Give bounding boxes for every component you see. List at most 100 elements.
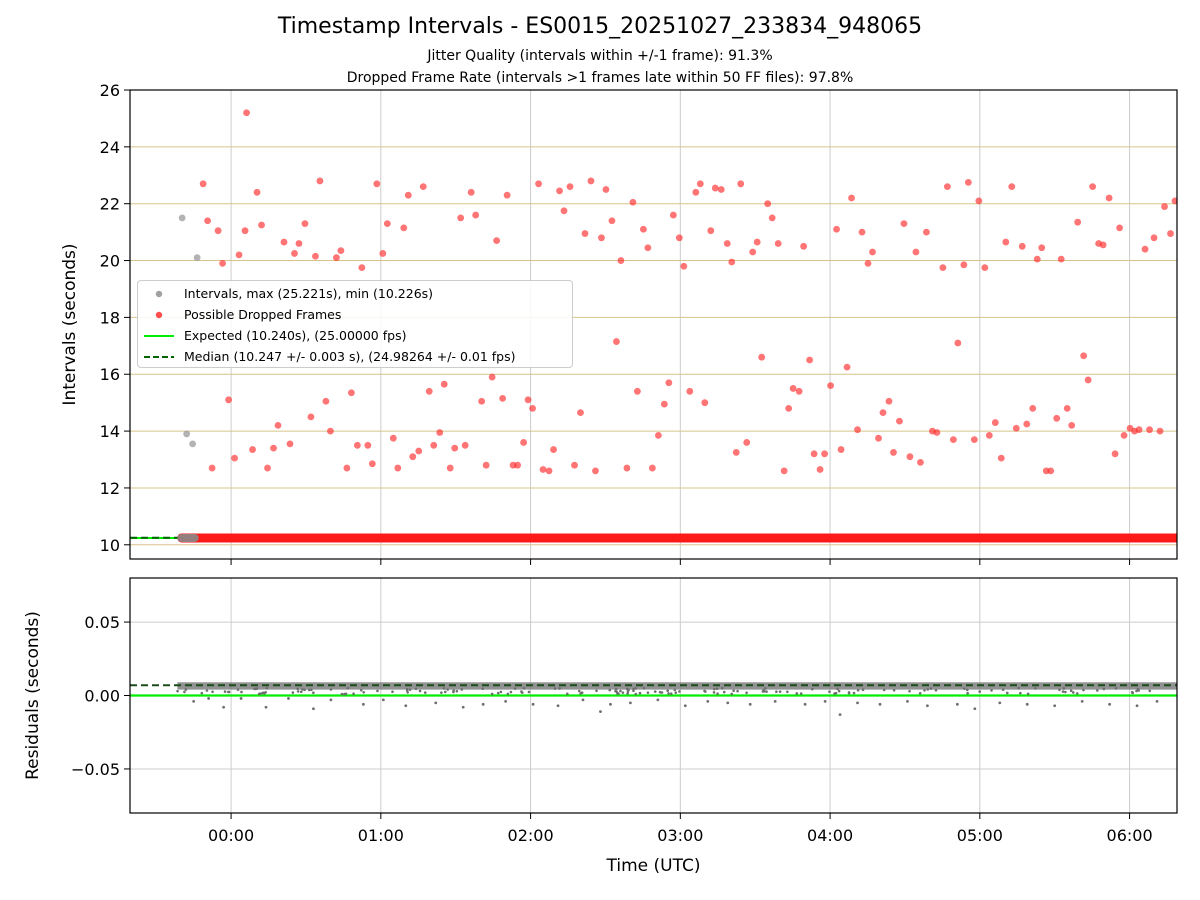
dropped-frame-point-151 bbox=[985, 431, 993, 439]
dropped-frame-point-99 bbox=[711, 184, 719, 192]
residual-point-74 bbox=[253, 687, 256, 691]
dropped-frame-point-95 bbox=[692, 188, 700, 196]
dropped-frame-point-177 bbox=[1120, 431, 1128, 439]
dropped-frame-point-27 bbox=[337, 247, 345, 254]
dropped-frame-point-89 bbox=[660, 400, 668, 408]
residual-point-9 bbox=[736, 689, 739, 693]
legend-label-intervals: Intervals, max (25.221s), min (10.226s) bbox=[184, 286, 434, 301]
dropped-frame-point-105 bbox=[743, 439, 751, 446]
bottom-xtick-label-1: 01:00 bbox=[358, 826, 404, 845]
residual-point-40 bbox=[730, 692, 734, 696]
dropped-frame-point-78 bbox=[602, 186, 610, 193]
residual-point-29 bbox=[856, 688, 860, 692]
dropped-frame-point-156 bbox=[1012, 424, 1020, 432]
dropped-frame-point-16 bbox=[280, 238, 288, 246]
dropped-frame-point-141 bbox=[933, 429, 941, 436]
dropped-frame-point-136 bbox=[906, 453, 914, 461]
dropped-frame-point-143 bbox=[943, 183, 951, 191]
dropped-frame-point-45 bbox=[430, 441, 438, 449]
dropped-frame-point-149 bbox=[975, 197, 983, 205]
dropped-frame-point-145 bbox=[954, 339, 962, 347]
legend-entry-dropped: Possible Dropped Frames bbox=[138, 305, 572, 325]
residual-dip-point-18 bbox=[599, 710, 602, 714]
dashed-line-icon bbox=[144, 356, 174, 358]
dropped-frame-point-39 bbox=[400, 224, 408, 232]
dropped-frame-point-135 bbox=[900, 220, 908, 227]
dropped-frame-point-168 bbox=[1074, 218, 1082, 226]
dropped-frame-point-157 bbox=[1018, 242, 1026, 250]
dropped-frame-point-90 bbox=[665, 379, 673, 387]
dropped-frame-point-83 bbox=[629, 198, 637, 206]
residual-point-89 bbox=[811, 687, 814, 691]
residual-dip-point-40 bbox=[1108, 702, 1112, 706]
dropped-frame-point-101 bbox=[723, 240, 731, 247]
dropped-frame-point-43 bbox=[419, 183, 427, 191]
dropped-frame-point-183 bbox=[1150, 234, 1158, 242]
residual-point-124 bbox=[908, 689, 911, 693]
legend-entry-median: Median (10.247 +/- 0.003 s), (24.98264 +… bbox=[138, 347, 572, 367]
dropped-frame-point-174 bbox=[1105, 194, 1113, 202]
dropped-frame-point-169 bbox=[1080, 352, 1088, 360]
dropped-frame-point-111 bbox=[774, 240, 782, 247]
dropped-frame-point-123 bbox=[837, 446, 845, 453]
dropped-frame-point-160 bbox=[1033, 255, 1041, 263]
residual-point-117 bbox=[1075, 692, 1079, 695]
dropped-frame-point-181 bbox=[1141, 245, 1149, 253]
dropped-frame-point-20 bbox=[301, 220, 309, 227]
residual-point-20 bbox=[527, 690, 531, 694]
residual-point-84 bbox=[634, 687, 637, 690]
dropped-frame-point-29 bbox=[347, 389, 355, 397]
residual-dip-point-39 bbox=[1080, 699, 1084, 703]
residual-point-76 bbox=[362, 690, 365, 694]
residual-point-10 bbox=[352, 692, 355, 696]
residual-dip-point-21 bbox=[656, 698, 660, 702]
residual-point-136 bbox=[452, 689, 455, 692]
green-line-icon bbox=[144, 335, 174, 337]
dropped-frame-point-66 bbox=[539, 466, 547, 473]
dropped-frame-point-67 bbox=[545, 467, 553, 475]
residual-point-97 bbox=[642, 686, 646, 690]
dropped-frame-point-76 bbox=[592, 467, 599, 475]
residual-dip-point-37 bbox=[1025, 702, 1029, 706]
residual-point-41 bbox=[499, 690, 503, 694]
residual-point-125 bbox=[405, 689, 409, 692]
dropped-frame-point-4 bbox=[219, 259, 226, 267]
bottom-xtick-label-6: 06:00 bbox=[1107, 826, 1153, 845]
residual-point-69 bbox=[184, 688, 188, 691]
residual-point-154 bbox=[990, 689, 993, 692]
dropped-frame-point-38 bbox=[394, 464, 402, 472]
bottom-y-axis-label: Residuals (seconds) bbox=[23, 611, 43, 780]
dropped-frame-point-86 bbox=[644, 244, 652, 252]
residual-point-153 bbox=[522, 686, 526, 690]
dropped-frame-point-167 bbox=[1068, 422, 1076, 429]
residual-point-42 bbox=[391, 690, 394, 694]
residual-dip-point-4 bbox=[264, 705, 268, 709]
bottom-xtick-label-3: 03:00 bbox=[657, 826, 703, 845]
dropped-frame-point-132 bbox=[885, 397, 893, 405]
dropped-frame-point-121 bbox=[827, 382, 834, 390]
residual-point-110 bbox=[1069, 689, 1073, 692]
residual-point-35 bbox=[918, 691, 922, 695]
residual-point-165 bbox=[264, 690, 267, 694]
dropped-frame-point-41 bbox=[409, 453, 417, 461]
dropped-frame-point-139 bbox=[923, 228, 930, 236]
residual-point-149 bbox=[617, 692, 620, 695]
residual-point-163 bbox=[634, 692, 638, 696]
residual-point-band bbox=[177, 682, 1177, 690]
residual-point-139 bbox=[509, 690, 513, 694]
dropped-frame-point-98 bbox=[707, 227, 715, 235]
residual-point-126 bbox=[1062, 687, 1066, 690]
residual-dip-point-12 bbox=[461, 705, 465, 709]
residual-dip-point-28 bbox=[823, 699, 827, 703]
dropped-frame-point-35 bbox=[379, 250, 387, 257]
residual-plot-panel: −0.05 0.00 0.05 00:00 01:00 02:00 03:00 04:00 05… bbox=[23, 577, 1178, 876]
residual-point-23 bbox=[646, 691, 650, 694]
dropped-frame-point-166 bbox=[1063, 404, 1071, 412]
dropped-frame-point-46 bbox=[436, 429, 444, 436]
residual-dip-point-8 bbox=[361, 702, 365, 706]
bottom-ytick-label-2: 0.05 bbox=[84, 613, 120, 632]
dropped-frame-point-91 bbox=[669, 211, 677, 219]
residual-point-115 bbox=[236, 688, 240, 691]
dropped-frame-point-2 bbox=[208, 464, 216, 472]
